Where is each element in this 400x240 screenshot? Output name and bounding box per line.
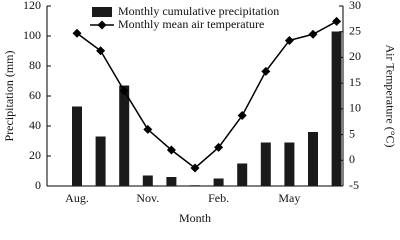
- y-axis-title: Precipitation (mm): [2, 51, 16, 142]
- y-tick-label: 20: [29, 148, 41, 162]
- y2-tick-label: 20: [349, 49, 361, 63]
- legend-swatch: [92, 7, 112, 17]
- legend-label: Monthly mean air temperature: [118, 17, 264, 31]
- y2-axis-title: Air Temperature (°C): [383, 44, 397, 147]
- y-tick-label: 40: [29, 118, 41, 132]
- marker: [190, 163, 200, 173]
- bar: [213, 178, 224, 186]
- y-tick-label: 80: [29, 58, 41, 72]
- bar: [308, 132, 318, 186]
- marker: [284, 35, 294, 45]
- bar: [284, 142, 295, 186]
- y2-tick-label: 15: [349, 75, 361, 89]
- y2-tick-label: 25: [349, 23, 361, 37]
- y-tick-label: 100: [23, 28, 41, 42]
- marker: [119, 86, 129, 96]
- x-tick-label: May: [278, 191, 300, 205]
- bar: [260, 142, 271, 186]
- y2-tick-label: 0: [349, 152, 355, 166]
- y-tick-label: 120: [23, 0, 41, 12]
- legend-label: Monthly cumulative precipitation: [118, 4, 279, 18]
- marker: [72, 28, 82, 38]
- x-tick-label: Nov.: [136, 191, 159, 205]
- y2-tick-label: 5: [349, 126, 355, 140]
- bar: [95, 136, 106, 186]
- bar: [237, 163, 248, 186]
- marker: [237, 111, 247, 121]
- y-tick-label: 60: [29, 88, 41, 102]
- bar: [142, 175, 153, 186]
- line: [76, 20, 337, 169]
- marker: [143, 124, 153, 134]
- marker: [166, 145, 176, 155]
- y-tick-label: 0: [35, 178, 41, 192]
- bar: [72, 106, 82, 186]
- bar: [166, 177, 177, 186]
- marker: [332, 16, 342, 26]
- bar: [190, 185, 200, 186]
- marker: [96, 46, 106, 56]
- marker: [308, 29, 318, 39]
- y2-tick-label: 10: [349, 101, 361, 115]
- bar: [119, 85, 130, 186]
- bar: [331, 31, 342, 186]
- y2-tick-label: -5: [349, 178, 359, 192]
- x-tick-label: Feb.: [208, 191, 229, 205]
- marker: [214, 142, 224, 152]
- marker: [261, 66, 271, 76]
- x-tick-label: Aug.: [65, 191, 89, 205]
- y2-tick-label: 30: [349, 0, 361, 12]
- legend-swatch: [97, 20, 107, 30]
- chart: Month Precipitation (mm) Air Temperature…: [2, 0, 398, 225]
- x-axis-title: Month: [179, 211, 211, 225]
